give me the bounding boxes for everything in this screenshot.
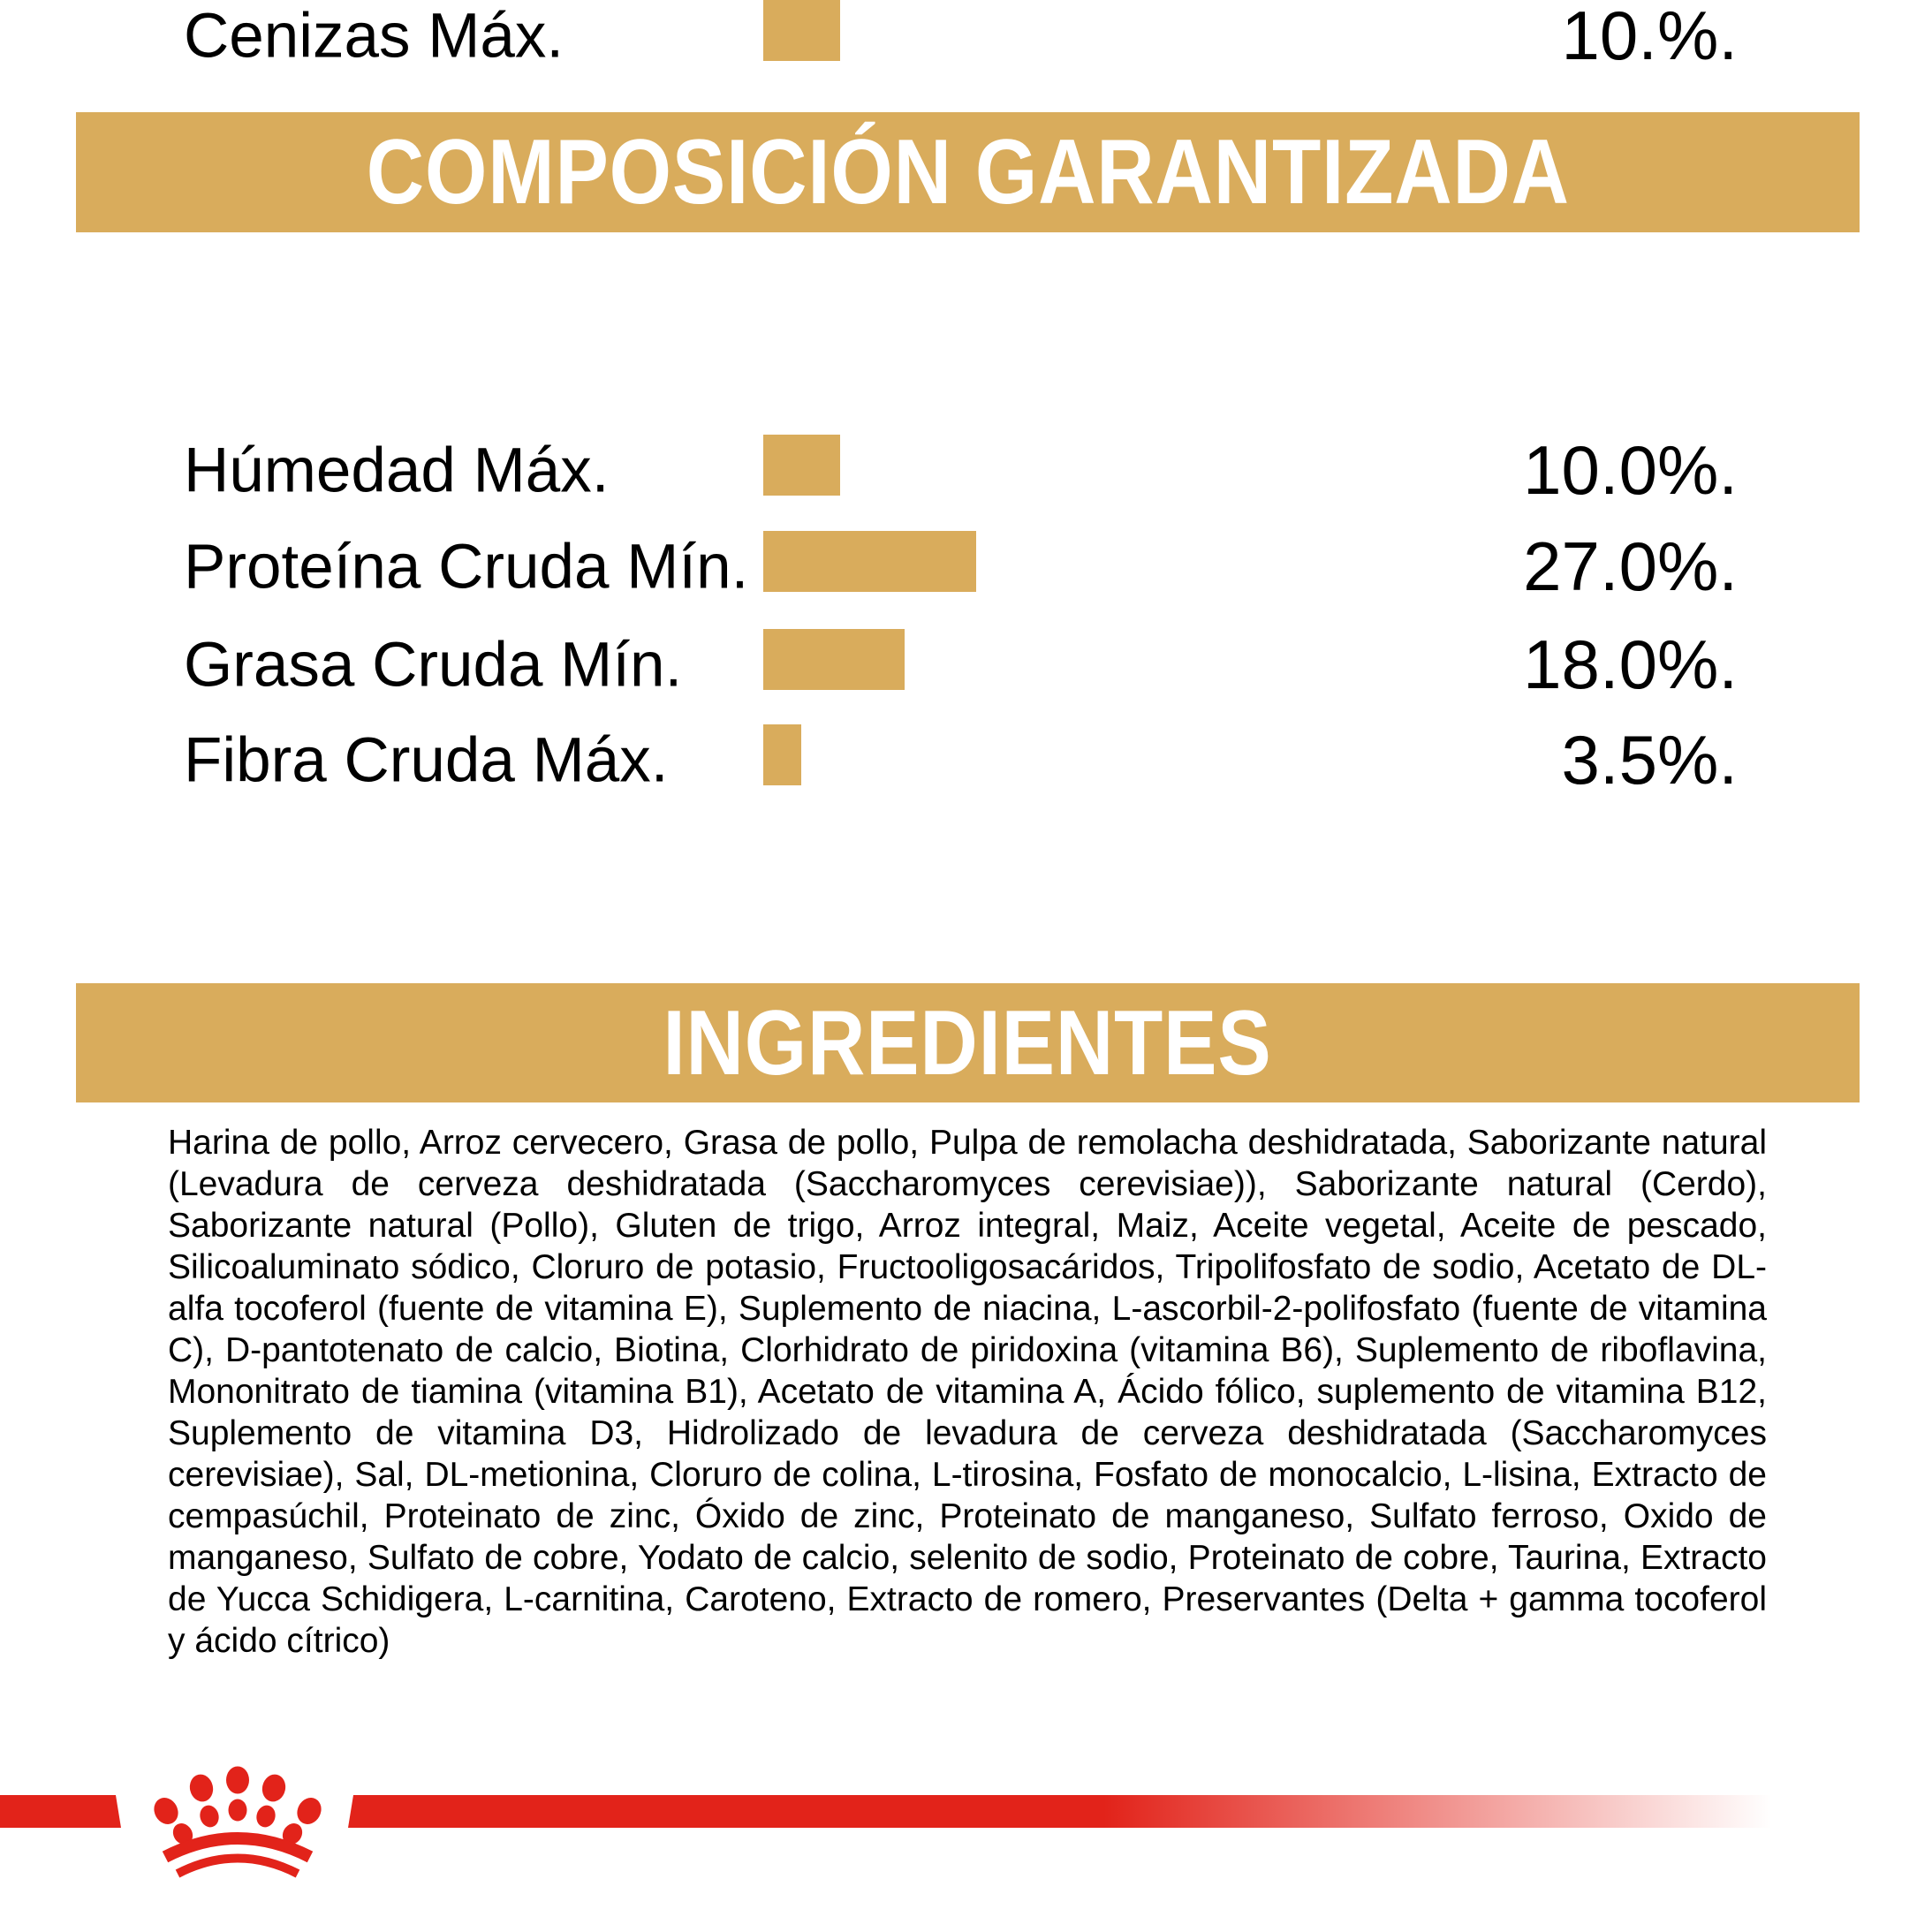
composition-bar bbox=[763, 531, 976, 592]
composition-row-label: Proteína Cruda Mín. bbox=[184, 532, 749, 602]
composition-title-banner: COMPOSICIÓN GARANTIZADA bbox=[76, 112, 1860, 232]
composition-bar bbox=[763, 435, 840, 496]
composition-row: Grasa Cruda Mín. 18.0%. bbox=[0, 629, 1932, 699]
composition-row-label: Fibra Cruda Máx. bbox=[184, 725, 669, 795]
composition-row-value: 10.0%. bbox=[1523, 430, 1738, 509]
composition-row-value: 18.0%. bbox=[1523, 625, 1738, 703]
footer-red-band-left bbox=[0, 1795, 121, 1828]
ingredients-paragraph: Harina de pollo, Arroz cervecero, Grasa … bbox=[168, 1124, 1767, 1660]
composition-bar bbox=[763, 629, 905, 690]
composition-row-label: Húmedad Máx. bbox=[184, 436, 610, 505]
composition-row: Fibra Cruda Máx. 3.5%. bbox=[0, 724, 1932, 794]
composition-row-value: 10.%. bbox=[1561, 0, 1738, 74]
composition-row-label: Grasa Cruda Mín. bbox=[184, 630, 683, 700]
composition-bar bbox=[763, 0, 840, 61]
footer-red-band-right bbox=[348, 1795, 1801, 1828]
royal-canin-crown-icon bbox=[154, 1766, 322, 1878]
ingredients-title-banner: INGREDIENTES bbox=[76, 983, 1860, 1102]
composition-row: Cenizas Máx. 10.%. bbox=[0, 0, 1932, 70]
ingredients-title: INGREDIENTES bbox=[663, 991, 1273, 1095]
composition-bar bbox=[763, 724, 801, 785]
composition-row-label: Cenizas Máx. bbox=[184, 1, 564, 71]
composition-row-value: 3.5%. bbox=[1561, 720, 1738, 799]
composition-row: Proteína Cruda Mín. 27.0%. bbox=[0, 531, 1932, 601]
composition-title: COMPOSICIÓN GARANTIZADA bbox=[366, 121, 1570, 224]
composition-row-value: 27.0%. bbox=[1523, 527, 1738, 605]
composition-row: Húmedad Máx. 10.0%. bbox=[0, 435, 1932, 504]
